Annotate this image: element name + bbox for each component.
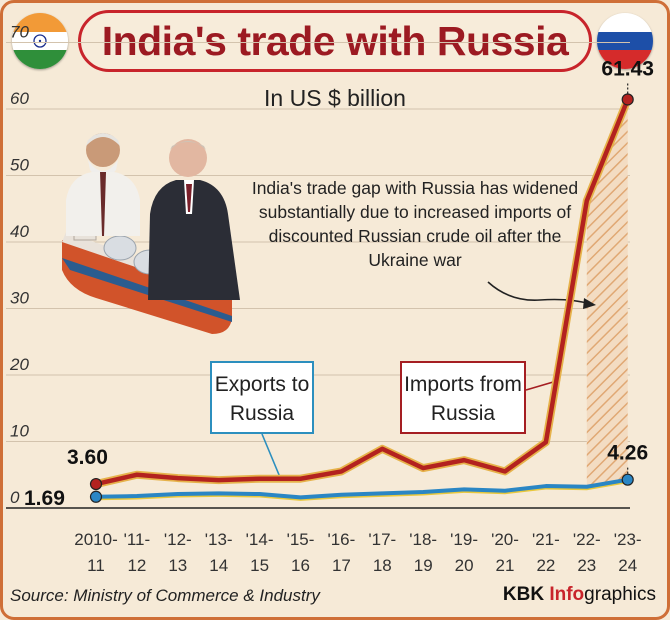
credit-logo: KBK Infographics xyxy=(503,584,656,606)
x-tick-label: '14-15 xyxy=(246,530,274,575)
y-tick-label: 0 xyxy=(10,488,20,507)
y-tick-label: 60 xyxy=(10,89,29,108)
chart-subtitle: In US $ billion xyxy=(264,85,406,111)
exports-fill-band xyxy=(96,479,628,501)
imports-end-label: 61.43 xyxy=(601,57,654,80)
trade-gap-hatch xyxy=(586,99,628,487)
x-tick-label: '22-23 xyxy=(573,530,601,575)
y-tick-label: 40 xyxy=(10,222,29,241)
title-banner: India's trade with Russia xyxy=(78,10,592,72)
leaders-photo xyxy=(66,133,240,300)
annotation-arrowhead-icon xyxy=(583,298,596,309)
credit-rest: graphics xyxy=(584,584,656,605)
exports-callout: Exports to Russia xyxy=(210,361,314,434)
source-note: Source: Ministry of Commerce & Industry xyxy=(10,586,320,605)
imports-start-point xyxy=(89,477,103,491)
exports-series-line xyxy=(95,477,629,500)
credit-brand: KBK xyxy=(502,584,545,605)
x-tick-label: '17-18 xyxy=(368,530,396,575)
x-tick-label: '20-21 xyxy=(491,530,519,575)
imports-start-label: 3.60 xyxy=(67,446,108,469)
exports-end-label: 4.26 xyxy=(607,442,648,465)
exports-end-point xyxy=(621,473,634,486)
exports-callout-connector xyxy=(261,433,283,483)
russia-flag-icon xyxy=(597,13,653,69)
x-tick-label: '18-19 xyxy=(409,530,437,575)
y-tick-label: 10 xyxy=(10,422,29,441)
credit-accent: Info xyxy=(549,584,585,605)
imports-callout: Imports from Russia xyxy=(400,361,526,434)
y-tick-label: 20 xyxy=(9,355,29,374)
y-tick-label: 50 xyxy=(10,156,29,175)
imports-series-line xyxy=(95,98,630,487)
india-flag-icon xyxy=(12,13,68,69)
exports-start-label: 1.69 xyxy=(24,487,65,510)
x-tick-label: 2010-11 xyxy=(74,530,117,575)
x-tick-label: '21-22 xyxy=(532,530,560,575)
x-tick-label: '12-13 xyxy=(164,530,192,575)
x-tick-label: '13-14 xyxy=(205,530,233,575)
x-tick-label: '15-16 xyxy=(287,530,315,575)
x-tick-label: '16-17 xyxy=(327,530,355,575)
imports-end-point xyxy=(621,93,634,106)
exports-start-point xyxy=(89,490,103,503)
y-tick-label: 30 xyxy=(10,289,29,308)
annotation-text: India's trade gap with Russia has widene… xyxy=(251,178,579,270)
x-tick-label: '23-24 xyxy=(614,530,642,575)
annotation-arrow xyxy=(487,281,591,305)
chart-title: India's trade with Russia xyxy=(101,17,569,64)
y-tick-label: 70 xyxy=(10,23,29,42)
x-tick-label: '11-12 xyxy=(124,530,151,575)
x-tick-label: '19-20 xyxy=(450,530,478,575)
